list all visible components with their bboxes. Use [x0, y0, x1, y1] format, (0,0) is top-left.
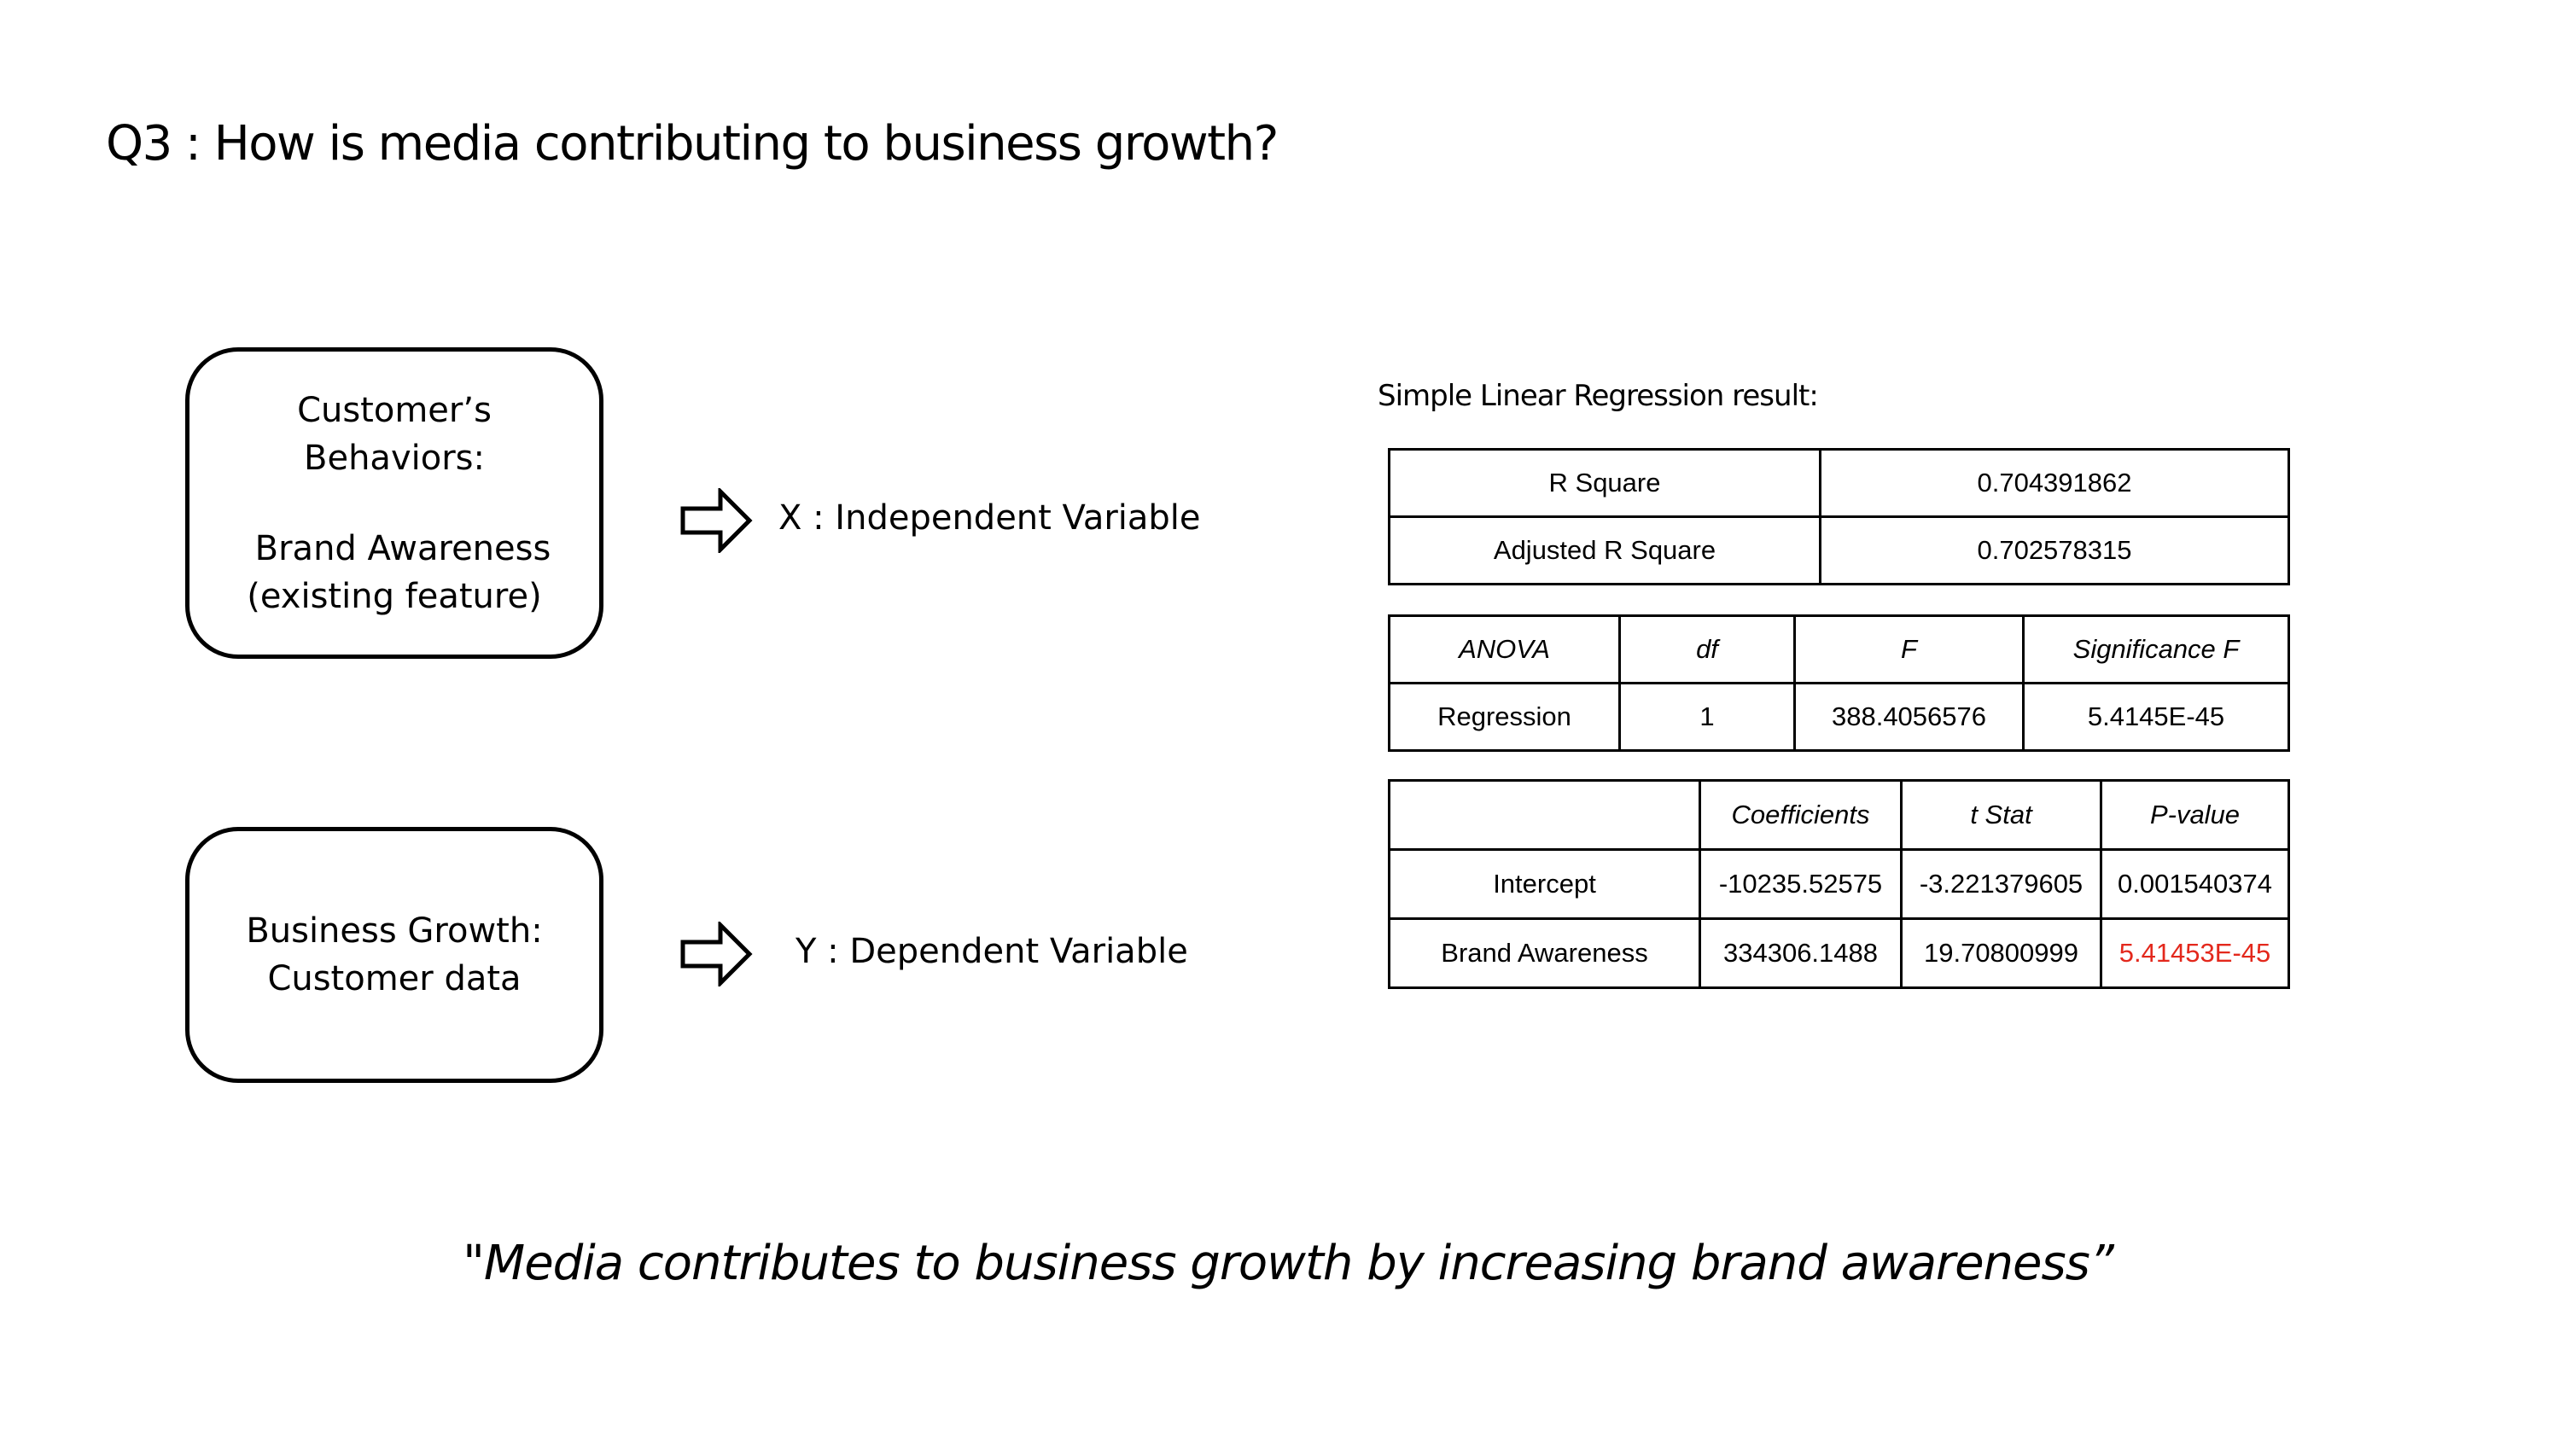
table-cell: 334306.1488 [1699, 917, 1903, 989]
table-cell: 5.4145E-45 [2022, 682, 2290, 752]
table-row: Brand Awareness 334306.1488 19.70800999 … [1388, 917, 2290, 989]
table-header-row: ANOVA df F Significance F [1388, 614, 2290, 684]
box-y-line1: Business Growth: [246, 911, 543, 951]
table-cell: Adjusted R Square [1388, 515, 1821, 585]
table-row: Adjusted R Square 0.702578315 [1388, 515, 2290, 585]
table-header: df [1618, 614, 1796, 684]
x-variable-label: X : Independent Variable [778, 498, 1201, 538]
table-cell: 19.70800999 [1900, 917, 2102, 989]
box-x-line1: Customer’s [297, 390, 492, 430]
table-cell: Intercept [1388, 848, 1701, 920]
table-cell: Brand Awareness [1388, 917, 1701, 989]
regression-title: Simple Linear Regression result: [1378, 379, 1819, 413]
table-header [1388, 779, 1701, 851]
table-header: P-value [2100, 779, 2290, 851]
right-arrow-icon [680, 488, 753, 553]
table-header: ANOVA [1388, 614, 1621, 684]
table-row: R Square 0.704391862 [1388, 448, 2290, 518]
table-cell: 0.704391862 [1819, 448, 2290, 518]
coefficients-table: Coefficients t Stat P-value Intercept -1… [1388, 779, 2290, 989]
table-cell: 1 [1618, 682, 1796, 752]
table-cell: -3.221379605 [1900, 848, 2102, 920]
table-row: Regression 1 388.4056576 5.4145E-45 [1388, 682, 2290, 752]
dependent-variable-box: Business Growth: Customer data [185, 827, 603, 1083]
table-cell: 0.001540374 [2100, 848, 2290, 920]
table-cell: 388.4056576 [1793, 682, 2025, 752]
table-cell: 0.702578315 [1819, 515, 2290, 585]
table-header: Significance F [2022, 614, 2290, 684]
right-arrow-icon [680, 922, 753, 986]
table-cell: -10235.52575 [1699, 848, 1903, 920]
highlighted-p-value: 5.41453E-45 [2100, 917, 2290, 989]
independent-variable-box: Customer’s Behaviors: Brand Awareness (e… [185, 347, 603, 659]
table-header-row: Coefficients t Stat P-value [1388, 779, 2290, 851]
table-header: F [1793, 614, 2025, 684]
box-x-line3: Brand Awareness [254, 528, 551, 568]
table-row: Intercept -10235.52575 -3.221379605 0.00… [1388, 848, 2290, 920]
regression-summary-table: R Square 0.704391862 Adjusted R Square 0… [1388, 448, 2290, 585]
y-variable-label: Y : Dependent Variable [796, 932, 1188, 971]
page-title: Q3 : How is media contributing to busine… [106, 116, 1279, 172]
table-cell: R Square [1388, 448, 1821, 518]
anova-table: ANOVA df F Significance F Regression 1 3… [1388, 614, 2290, 752]
table-cell: Regression [1388, 682, 1621, 752]
conclusion-quote: "Media contributes to business growth by… [463, 1236, 2114, 1291]
box-x-line4: (existing feature) [247, 576, 542, 616]
table-header: Coefficients [1699, 779, 1903, 851]
box-x-line2: Behaviors: [304, 438, 485, 478]
table-header: t Stat [1900, 779, 2102, 851]
box-y-line2: Customer data [267, 959, 522, 998]
